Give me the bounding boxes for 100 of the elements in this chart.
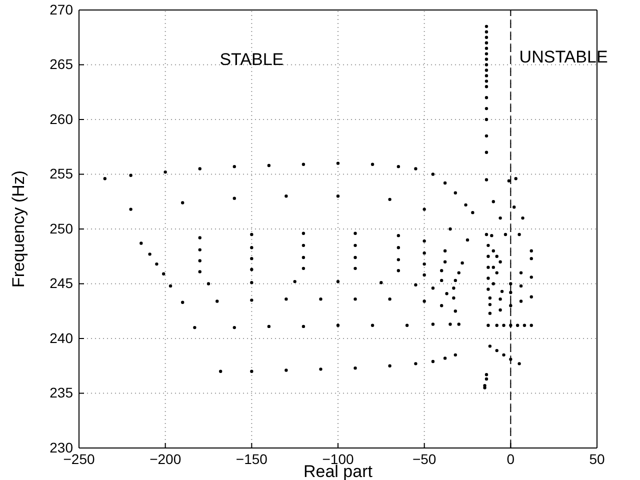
point [267, 164, 271, 168]
point [519, 300, 523, 303]
point [484, 74, 488, 78]
point [509, 324, 512, 327]
point [370, 324, 374, 327]
point [284, 368, 288, 372]
y-tick-label: 250 [50, 220, 74, 236]
point [354, 244, 357, 248]
point [504, 232, 508, 236]
point [484, 178, 488, 182]
y-tick-label: 240 [50, 330, 74, 346]
point [484, 41, 488, 44]
point [486, 324, 490, 327]
y-tick-label: 260 [50, 110, 74, 127]
point [522, 324, 526, 327]
point [518, 232, 521, 236]
point [129, 174, 132, 177]
point [460, 261, 464, 265]
point [148, 252, 152, 256]
point [530, 256, 533, 260]
point [498, 297, 502, 301]
point [388, 297, 392, 301]
point [464, 203, 468, 207]
point [443, 356, 447, 360]
point [530, 249, 533, 252]
y-tick-label: 255 [50, 166, 74, 182]
point [466, 238, 470, 242]
point [422, 251, 426, 255]
point [445, 292, 448, 296]
point [488, 296, 492, 300]
point [488, 344, 492, 348]
point [454, 278, 458, 282]
point [484, 232, 488, 236]
point [530, 295, 533, 298]
point [168, 284, 172, 288]
point [530, 324, 533, 327]
point [484, 80, 488, 83]
point [198, 236, 202, 240]
point [267, 324, 271, 328]
point [250, 281, 254, 284]
point [457, 271, 460, 274]
point [452, 286, 456, 290]
point [336, 324, 340, 327]
x-tick-label: −150 [236, 450, 268, 467]
point [302, 324, 306, 328]
point [495, 348, 498, 352]
point [302, 162, 306, 166]
point [484, 36, 488, 39]
point [440, 269, 444, 272]
point [216, 300, 219, 303]
point [431, 360, 435, 364]
point [414, 167, 418, 170]
point [396, 269, 400, 272]
point [396, 234, 400, 238]
x-tick-label: −200 [150, 450, 182, 467]
point [509, 358, 512, 361]
point [484, 96, 488, 100]
point [484, 46, 488, 50]
x-tick-label: 50 [589, 450, 605, 467]
point [492, 282, 495, 286]
point [250, 232, 254, 236]
point [396, 246, 400, 250]
point [414, 362, 418, 366]
point [198, 259, 202, 262]
point [164, 170, 167, 174]
point [302, 256, 306, 260]
point [509, 304, 512, 308]
point [454, 191, 458, 194]
point [484, 106, 488, 110]
point [206, 282, 210, 286]
point [198, 270, 202, 274]
point [509, 290, 512, 294]
point [370, 162, 374, 166]
point [354, 366, 357, 370]
point [431, 322, 435, 326]
point [500, 290, 504, 294]
point [514, 177, 518, 180]
point [448, 227, 452, 231]
point [492, 249, 495, 252]
y-tick-label: 265 [50, 56, 74, 72]
point [502, 353, 506, 357]
point [443, 249, 447, 252]
point [484, 30, 488, 34]
point [250, 370, 254, 373]
point [512, 206, 516, 209]
point [250, 256, 254, 260]
point [422, 262, 426, 266]
point [486, 244, 490, 248]
point [129, 208, 132, 211]
point [457, 322, 460, 326]
point [198, 167, 202, 170]
point [490, 234, 494, 238]
point [232, 164, 236, 168]
point [405, 324, 409, 327]
point [336, 280, 340, 284]
point [422, 273, 426, 277]
point [193, 326, 196, 330]
point [431, 286, 435, 290]
point [484, 63, 488, 66]
point [232, 326, 236, 330]
